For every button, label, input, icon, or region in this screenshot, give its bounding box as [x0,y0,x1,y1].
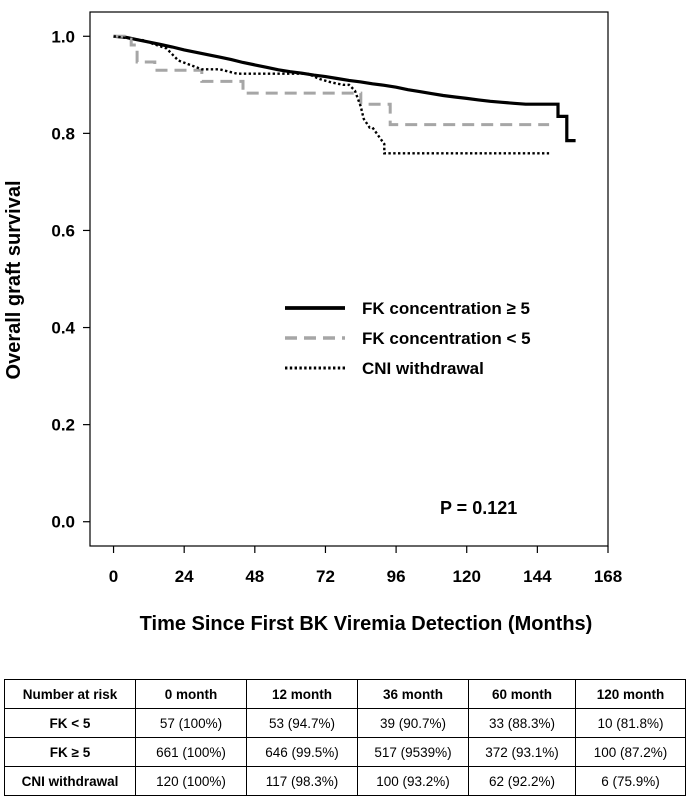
x-tick-label: 168 [594,567,622,586]
table-cell: 6 (75.9%) [575,766,686,796]
table-cell: 53 (94.7%) [246,708,358,738]
table-cell: 661 (100%) [135,737,247,767]
y-axis: 0.0 0.2 0.4 0.6 0.8 1.0 [51,27,90,532]
p-value-label: P = 0.121 [440,498,517,518]
risk-table: Number at risk 0 month 12 month 36 month… [4,679,686,796]
y-tick-label: 0.0 [51,513,75,532]
header-36-month: 36 month [357,679,469,709]
x-tick-label: 24 [175,567,194,586]
table-cell: 372 (93.1%) [468,737,576,767]
series-line-dashed [113,34,550,127]
header-60-month: 60 month [468,679,576,709]
series-line-solid [113,34,576,143]
x-tick-label: 72 [316,567,335,586]
table-cell: 57 (100%) [135,708,247,738]
header-number-at-risk: Number at risk [4,679,136,709]
table-cell: 100 (87.2%) [575,737,686,767]
table-cell: 10 (81.8%) [575,708,686,738]
x-tick-label: 0 [109,567,118,586]
table-cell: 120 (100%) [135,766,247,796]
x-axis-title: Time Since First BK Viremia Detection (M… [140,613,593,635]
y-tick-label: 0.8 [51,124,75,143]
table-cell: 100 (93.2%) [357,766,469,796]
row-label: FK < 5 [4,708,136,738]
row-label: FK ≥ 5 [4,737,136,767]
table-cell: 39 (90.7%) [357,708,469,738]
legend-label: CNI withdrawal [362,359,484,378]
y-tick-label: 1.0 [51,27,75,46]
legend-label: FK concentration < 5 [362,329,531,348]
plot-frame [89,11,609,547]
table-row: CNI withdrawal 120 (100%) 117 (98.3%) 10… [4,766,686,796]
legend: FK concentration ≥ 5 FK concentration < 5… [285,299,531,378]
series-layer [113,34,576,155]
header-0-month: 0 month [135,679,247,709]
survival-chart: 0.0 0.2 0.4 0.6 0.8 1.0 0 24 48 72 96 120 144 168 FK… [3,11,622,635]
table-cell: 62 (92.2%) [468,766,576,796]
y-axis-title: Overall graft survival [3,181,25,380]
table-row: FK ≥ 5 661 (100%) 646 (99.5%) 517 (9539%… [4,737,686,767]
header-120-month: 120 month [575,679,686,709]
table-row: FK < 5 57 (100%) 53 (94.7%) 39 (90.7%) 3… [4,708,686,738]
x-tick-label: 144 [523,567,552,586]
legend-label: FK concentration ≥ 5 [362,299,530,318]
y-tick-label: 0.2 [51,416,75,435]
y-tick-label: 0.4 [51,319,75,338]
risk-table-header: Number at risk 0 month 12 month 36 month… [4,679,686,709]
row-label: CNI withdrawal [4,766,136,796]
x-tick-label: 120 [453,567,481,586]
table-cell: 33 (88.3%) [468,708,576,738]
series-line-dotted [113,35,550,155]
x-axis: 0 24 48 72 96 120 144 168 [109,546,622,586]
x-tick-label: 96 [387,567,406,586]
table-cell: 646 (99.5%) [246,737,358,767]
y-tick-label: 0.6 [51,221,75,240]
table-cell: 517 (9539%) [357,737,469,767]
header-12-month: 12 month [246,679,358,709]
x-tick-label: 48 [245,567,264,586]
table-cell: 117 (98.3%) [246,766,358,796]
